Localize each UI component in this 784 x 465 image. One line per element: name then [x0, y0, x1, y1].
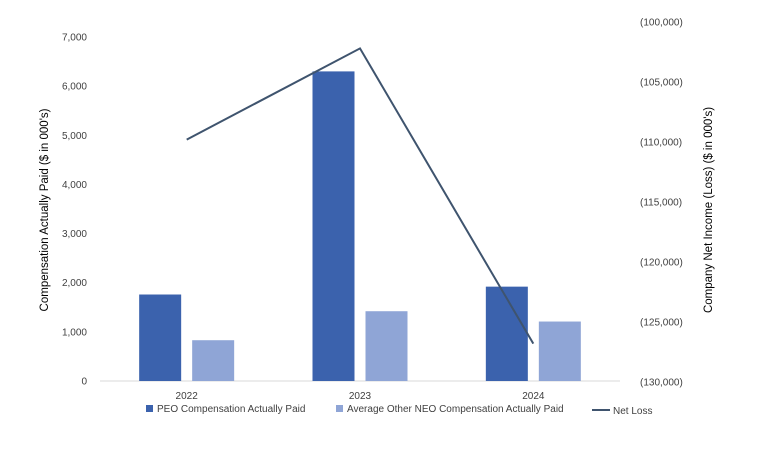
net-loss-line: [186, 47, 535, 345]
left-axis-ticks: 7,000 6,000 5,000 4,000 3,000 2,000 1,000 0: [62, 33, 87, 388]
left-tick-label: 1,000: [62, 327, 87, 338]
left-tick-label: 5,000: [62, 131, 87, 142]
right-tick-label: (120,000): [640, 258, 683, 269]
bar-neo-2023: [365, 311, 408, 381]
left-tick-label: 4,000: [62, 180, 87, 191]
x-category-label: 2024: [522, 391, 545, 402]
x-category-label: 2022: [176, 391, 199, 402]
left-tick-label: 3,000: [62, 229, 87, 240]
bar-peo-2022: [139, 294, 182, 381]
right-tick-label: (130,000): [640, 378, 683, 389]
bar-neo-2022: [192, 340, 235, 381]
right-tick-label: (125,000): [640, 318, 683, 329]
left-tick-label: 6,000: [62, 82, 87, 93]
right-tick-label: (110,000): [640, 138, 682, 149]
bar-peo-2023: [312, 71, 355, 382]
right-axis-ticks: (100,000) (105,000) (110,000) (115,000) (120…: [640, 18, 683, 389]
left-axis-title: Compensation Actually Paid ($ in 000's): [39, 108, 51, 311]
legend-swatch-neo: [336, 405, 343, 412]
legend-swatch-peo: [146, 405, 153, 412]
left-tick-label: 2,000: [62, 278, 87, 289]
bar-neo-2024: [538, 321, 581, 381]
bar-peo-2024: [485, 286, 528, 381]
legend: PEO Compensation Actually Paid Average O…: [146, 404, 652, 417]
right-tick-label: (115,000): [640, 198, 682, 209]
bars: [139, 71, 581, 382]
right-axis-title: Company Net Income (Loss) ($ in 000's): [703, 107, 715, 313]
x-category-label: 2023: [349, 391, 372, 402]
right-tick-label: (100,000): [640, 18, 683, 29]
legend-label-peo: PEO Compensation Actually Paid: [157, 404, 305, 415]
legend-label-neo: Average Other NEO Compensation Actually …: [347, 404, 564, 415]
legend-label-net-loss: Net Loss: [613, 406, 652, 417]
left-tick-label: 7,000: [62, 33, 87, 44]
left-tick-label: 0: [81, 377, 87, 388]
x-axis-categories: 2022 2023 2024: [176, 391, 545, 402]
right-tick-label: (105,000): [640, 78, 683, 89]
